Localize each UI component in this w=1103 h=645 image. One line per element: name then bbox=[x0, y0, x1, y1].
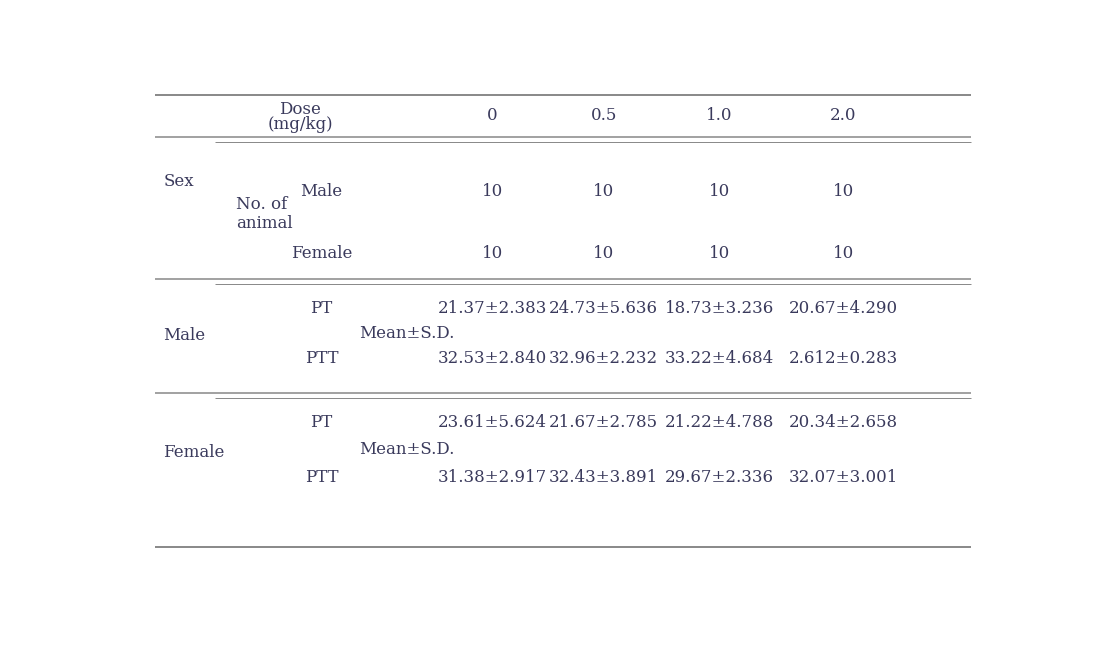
Text: 20.34±2.658: 20.34±2.658 bbox=[789, 414, 898, 431]
Text: 10: 10 bbox=[482, 183, 503, 200]
Text: 29.67±2.336: 29.67±2.336 bbox=[665, 469, 773, 486]
Text: 0: 0 bbox=[488, 106, 497, 124]
Text: Male: Male bbox=[163, 327, 205, 344]
Text: 32.43±3.891: 32.43±3.891 bbox=[549, 469, 658, 486]
Text: No. of: No. of bbox=[236, 195, 288, 213]
Text: 10: 10 bbox=[593, 183, 614, 200]
Text: Sex: Sex bbox=[163, 174, 194, 190]
Text: Dose: Dose bbox=[279, 101, 321, 118]
Text: 33.22±4.684: 33.22±4.684 bbox=[664, 350, 774, 366]
Text: (mg/kg): (mg/kg) bbox=[268, 116, 333, 133]
Text: 21.22±4.788: 21.22±4.788 bbox=[664, 414, 774, 431]
Text: 10: 10 bbox=[708, 183, 730, 200]
Text: 32.96±2.232: 32.96±2.232 bbox=[549, 350, 658, 366]
Text: 18.73±3.236: 18.73±3.236 bbox=[664, 300, 774, 317]
Text: 10: 10 bbox=[482, 245, 503, 263]
Text: 2.0: 2.0 bbox=[829, 106, 856, 124]
Text: Mean±S.D.: Mean±S.D. bbox=[360, 441, 454, 459]
Text: 20.67±4.290: 20.67±4.290 bbox=[789, 300, 898, 317]
Text: animal: animal bbox=[236, 215, 292, 232]
Text: 21.37±2.383: 21.37±2.383 bbox=[438, 300, 547, 317]
Text: Male: Male bbox=[301, 183, 343, 200]
Text: 10: 10 bbox=[708, 245, 730, 263]
Text: 23.61±5.624: 23.61±5.624 bbox=[438, 414, 547, 431]
Text: 10: 10 bbox=[833, 183, 854, 200]
Text: 0.5: 0.5 bbox=[590, 106, 617, 124]
Text: 21.67±2.785: 21.67±2.785 bbox=[549, 414, 658, 431]
Text: 32.53±2.840: 32.53±2.840 bbox=[438, 350, 547, 366]
Text: Mean±S.D.: Mean±S.D. bbox=[360, 324, 454, 342]
Text: PT: PT bbox=[311, 414, 333, 431]
Text: PTT: PTT bbox=[304, 350, 339, 366]
Text: Female: Female bbox=[291, 245, 352, 263]
Text: 10: 10 bbox=[593, 245, 614, 263]
Text: PT: PT bbox=[311, 300, 333, 317]
Text: 32.07±3.001: 32.07±3.001 bbox=[789, 469, 898, 486]
Text: 31.38±2.917: 31.38±2.917 bbox=[438, 469, 547, 486]
Text: PTT: PTT bbox=[304, 469, 339, 486]
Text: Female: Female bbox=[163, 444, 225, 461]
Text: 1.0: 1.0 bbox=[706, 106, 732, 124]
Text: 10: 10 bbox=[833, 245, 854, 263]
Text: 24.73±5.636: 24.73±5.636 bbox=[549, 300, 658, 317]
Text: 2.612±0.283: 2.612±0.283 bbox=[789, 350, 898, 366]
